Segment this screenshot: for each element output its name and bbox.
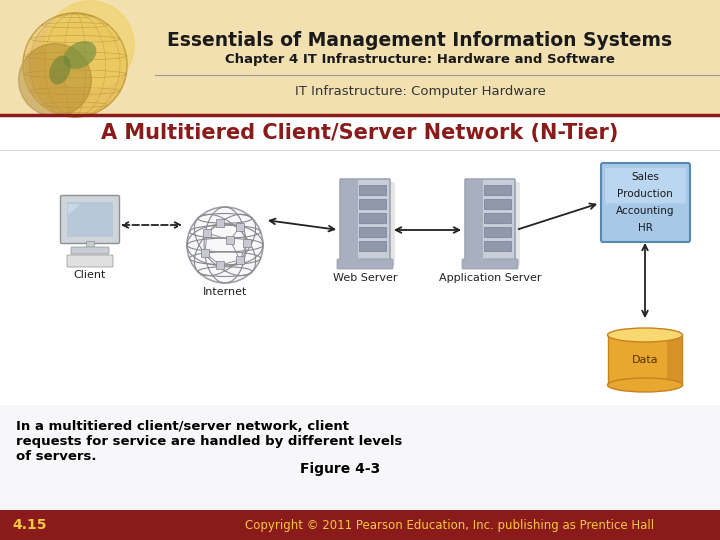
- FancyBboxPatch shape: [468, 182, 520, 266]
- Circle shape: [27, 16, 127, 116]
- Bar: [341, 180, 358, 260]
- Circle shape: [24, 15, 127, 117]
- Circle shape: [28, 17, 127, 116]
- Ellipse shape: [49, 56, 71, 84]
- Circle shape: [27, 17, 127, 116]
- Polygon shape: [68, 204, 80, 215]
- Bar: [226, 236, 234, 244]
- Text: HR: HR: [638, 223, 652, 233]
- Circle shape: [35, 24, 125, 113]
- Circle shape: [187, 207, 263, 283]
- Bar: [243, 239, 251, 247]
- Bar: [608, 335, 683, 385]
- Text: Essentials of Management Information Systems: Essentials of Management Information Sys…: [168, 30, 672, 50]
- Circle shape: [46, 1, 134, 89]
- Circle shape: [32, 21, 126, 114]
- Bar: [667, 335, 682, 385]
- Text: of servers.: of servers.: [16, 450, 96, 463]
- Circle shape: [24, 14, 127, 117]
- Circle shape: [23, 13, 127, 117]
- Bar: [0, 150, 720, 510]
- Text: Chapter 4 IT Infrastructure: Hardware and Software: Chapter 4 IT Infrastructure: Hardware an…: [225, 53, 615, 66]
- Text: Accounting: Accounting: [616, 206, 674, 216]
- Text: Copyright © 2011 Pearson Education, Inc. publishing as Prentice Hall: Copyright © 2011 Pearson Education, Inc.…: [246, 518, 654, 531]
- Circle shape: [40, 27, 125, 112]
- Bar: [485, 227, 510, 237]
- Bar: [201, 249, 209, 257]
- Bar: [86, 241, 94, 248]
- Text: Web Server: Web Server: [333, 273, 397, 283]
- Text: In a multitiered client/server network, client: In a multitiered client/server network, …: [16, 420, 349, 433]
- FancyBboxPatch shape: [601, 163, 690, 242]
- Bar: [236, 223, 244, 231]
- Ellipse shape: [63, 41, 96, 69]
- Bar: [359, 241, 386, 251]
- Text: Figure 4-3: Figure 4-3: [300, 462, 380, 476]
- Circle shape: [39, 26, 125, 112]
- Circle shape: [19, 44, 91, 117]
- FancyBboxPatch shape: [462, 259, 518, 269]
- FancyBboxPatch shape: [337, 259, 393, 269]
- FancyBboxPatch shape: [71, 247, 109, 254]
- Text: requests for service are handled by different levels: requests for service are handled by diff…: [16, 435, 402, 448]
- Bar: [485, 185, 510, 195]
- Bar: [0, 510, 720, 540]
- Circle shape: [30, 19, 126, 115]
- Ellipse shape: [608, 378, 683, 392]
- Bar: [466, 180, 483, 260]
- Text: Client: Client: [74, 270, 106, 280]
- Circle shape: [26, 15, 127, 116]
- FancyBboxPatch shape: [340, 179, 390, 261]
- Text: Production: Production: [617, 189, 673, 199]
- Circle shape: [33, 21, 126, 114]
- Bar: [216, 261, 224, 269]
- FancyBboxPatch shape: [60, 195, 120, 244]
- Bar: [485, 199, 510, 209]
- Text: A Multitiered Client/Server Network (N-Tier): A Multitiered Client/Server Network (N-T…: [102, 123, 618, 143]
- FancyBboxPatch shape: [343, 182, 395, 266]
- Circle shape: [37, 24, 125, 113]
- Bar: [485, 213, 510, 223]
- Bar: [359, 213, 386, 223]
- Bar: [0, 0, 720, 115]
- Circle shape: [38, 26, 125, 113]
- Text: 4.15: 4.15: [12, 518, 47, 532]
- Circle shape: [37, 25, 125, 113]
- Ellipse shape: [608, 328, 683, 342]
- Text: IT Infrastructure: Computer Hardware: IT Infrastructure: Computer Hardware: [294, 85, 546, 98]
- FancyBboxPatch shape: [465, 179, 515, 261]
- Circle shape: [31, 20, 126, 115]
- Text: Data: Data: [631, 355, 658, 365]
- Text: Internet: Internet: [203, 287, 247, 297]
- Bar: [67, 202, 113, 237]
- Bar: [359, 185, 386, 195]
- Bar: [216, 219, 224, 227]
- Bar: [236, 256, 244, 264]
- Text: Application Server: Application Server: [438, 273, 541, 283]
- FancyBboxPatch shape: [605, 168, 686, 204]
- Bar: [0, 405, 720, 510]
- FancyBboxPatch shape: [67, 255, 113, 267]
- Circle shape: [34, 22, 126, 114]
- Bar: [203, 229, 211, 237]
- Circle shape: [35, 23, 126, 114]
- Bar: [359, 227, 386, 237]
- Bar: [359, 199, 386, 209]
- Bar: [485, 241, 510, 251]
- Circle shape: [30, 18, 126, 115]
- Text: Sales: Sales: [631, 172, 659, 182]
